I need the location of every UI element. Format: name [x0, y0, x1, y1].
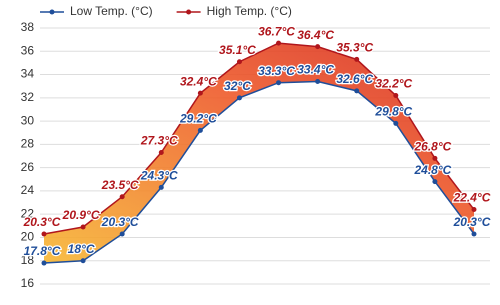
- value-label: 20.3°C: [101, 215, 139, 229]
- legend-label: High Temp. (°C): [207, 4, 292, 18]
- point: [236, 95, 242, 101]
- value-label: 36.7°C: [258, 24, 295, 38]
- point: [315, 44, 321, 50]
- point: [354, 88, 360, 94]
- series-line: [43, 42, 475, 235]
- legend: Low Temp. (°C) High Temp. (°C): [40, 4, 292, 18]
- y-tick-label: 20: [21, 230, 35, 244]
- legend-label: Low Temp. (°C): [70, 4, 153, 18]
- value-label: 23.5°C: [101, 178, 139, 192]
- value-label: 35.1°C: [219, 43, 256, 57]
- value-label: 29.8°C: [374, 105, 412, 119]
- value-label: 17.8°C: [24, 244, 61, 258]
- value-label: 20.3°C: [23, 215, 61, 229]
- y-tick-label: 34: [21, 67, 35, 81]
- point: [158, 184, 164, 190]
- point: [158, 150, 164, 156]
- point: [315, 79, 321, 85]
- value-label: 26.8°C: [413, 139, 451, 153]
- point: [197, 90, 203, 96]
- point: [119, 231, 125, 237]
- point: [393, 120, 399, 126]
- y-tick-label: 36: [21, 43, 35, 57]
- point: [197, 127, 203, 133]
- value-label: 32.4°C: [180, 74, 217, 88]
- series-line: [43, 80, 475, 264]
- labels: 16 18 20 22 24 26 28 30 32 34 36 38 17.8°C 18°C 20.3°C…: [21, 20, 492, 290]
- point: [432, 179, 438, 185]
- y-tick-label: 38: [21, 20, 35, 34]
- point: [471, 231, 477, 237]
- y-tick-label: 32: [21, 90, 35, 104]
- value-label: 32.6°C: [336, 72, 373, 86]
- value-label: 35.3°C: [336, 41, 373, 55]
- value-label: 20.3°C: [453, 215, 491, 229]
- point: [80, 224, 86, 230]
- value-label: 32°C: [224, 79, 251, 93]
- y-tick-label: 22: [21, 206, 35, 220]
- value-label: 29.2°C: [179, 112, 217, 126]
- y-tick-label: 30: [21, 113, 35, 127]
- value-label: 22.4°C: [453, 191, 491, 205]
- value-label: 20.9°C: [62, 208, 100, 222]
- plot: [41, 40, 477, 266]
- value-label: 24.8°C: [413, 163, 451, 177]
- point: [393, 92, 399, 98]
- value-label: 24.3°C: [140, 169, 178, 183]
- legend-marker: [49, 9, 55, 15]
- value-label: 18°C: [68, 242, 95, 256]
- point: [41, 231, 47, 237]
- y-tick-label: 28: [21, 137, 35, 151]
- point: [80, 258, 86, 264]
- value-label: 36.4°C: [297, 28, 334, 42]
- point: [276, 40, 282, 46]
- value-label: 33.4°C: [297, 63, 334, 77]
- point: [354, 56, 360, 62]
- point: [119, 194, 125, 200]
- point: [471, 207, 477, 213]
- point: [276, 80, 282, 86]
- y-tick-label: 16: [21, 276, 35, 290]
- legend-marker: [186, 9, 192, 15]
- y-tick-label: 26: [21, 160, 35, 174]
- point: [236, 59, 242, 65]
- y-tick-label: 24: [21, 183, 35, 197]
- value-label: 27.3°C: [140, 134, 178, 148]
- value-label: 32.2°C: [375, 77, 412, 91]
- point: [432, 155, 438, 161]
- point: [41, 260, 47, 266]
- y-tick-label: 18: [21, 253, 35, 267]
- value-label: 33.3°C: [258, 64, 295, 78]
